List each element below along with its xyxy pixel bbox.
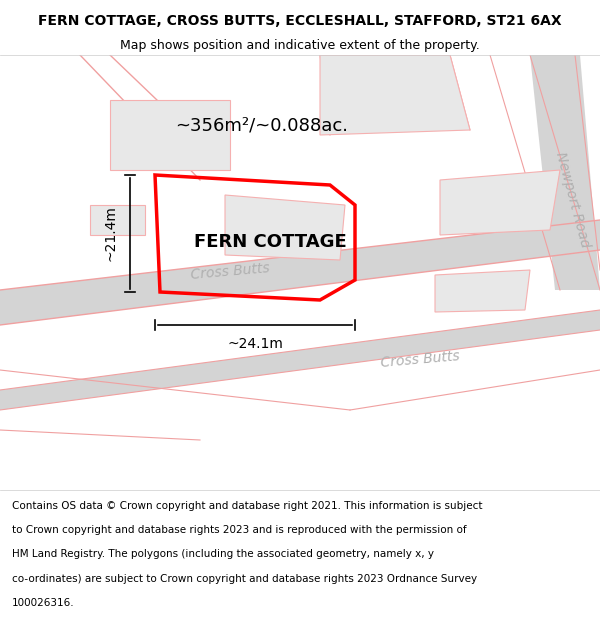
Polygon shape (0, 220, 600, 325)
Text: Cross Butts: Cross Butts (190, 262, 270, 282)
Polygon shape (435, 270, 530, 312)
Text: Contains OS data © Crown copyright and database right 2021. This information is : Contains OS data © Crown copyright and d… (12, 501, 482, 511)
Text: to Crown copyright and database rights 2023 and is reproduced with the permissio: to Crown copyright and database rights 2… (12, 525, 467, 535)
Text: co-ordinates) are subject to Crown copyright and database rights 2023 Ordnance S: co-ordinates) are subject to Crown copyr… (12, 574, 477, 584)
Text: ~356m²/~0.088ac.: ~356m²/~0.088ac. (175, 116, 348, 134)
Polygon shape (110, 100, 230, 170)
Text: HM Land Registry. The polygons (including the associated geometry, namely x, y: HM Land Registry. The polygons (includin… (12, 549, 434, 559)
Polygon shape (530, 55, 600, 290)
Text: Newport Road: Newport Road (553, 151, 593, 249)
Text: Cross Butts: Cross Butts (380, 349, 460, 371)
Text: 100026316.: 100026316. (12, 598, 74, 608)
Text: Map shows position and indicative extent of the property.: Map shows position and indicative extent… (120, 39, 480, 51)
Polygon shape (320, 55, 470, 135)
Polygon shape (225, 195, 345, 260)
Polygon shape (0, 310, 600, 410)
Polygon shape (440, 170, 560, 235)
Text: ~24.1m: ~24.1m (227, 337, 283, 351)
Text: FERN COTTAGE, CROSS BUTTS, ECCLESHALL, STAFFORD, ST21 6AX: FERN COTTAGE, CROSS BUTTS, ECCLESHALL, S… (38, 14, 562, 28)
Polygon shape (90, 205, 145, 235)
Text: ~21.4m: ~21.4m (104, 206, 118, 261)
Text: FERN COTTAGE: FERN COTTAGE (194, 233, 346, 251)
